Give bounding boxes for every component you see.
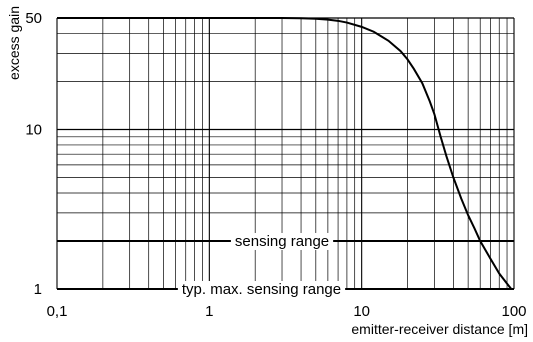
y-tick-label: 50	[25, 10, 42, 27]
x-tick-label: 0,1	[47, 303, 68, 320]
band-label: sensing range	[235, 233, 329, 250]
x-tick-label: 10	[353, 303, 370, 320]
band-label-background	[230, 232, 334, 250]
chart-labels: sensing range typ. max. sensing range 0,1 1…	[6, 6, 528, 337]
band-label: typ. max. sensing range	[182, 281, 341, 298]
x-tick-label: 100	[501, 303, 526, 320]
x-tick-label: 1	[205, 303, 213, 320]
x-axis-label: emitter-receiver distance [m]	[351, 321, 528, 337]
y-tick-label: 1	[34, 281, 42, 298]
y-tick-label: 10	[25, 121, 42, 138]
y-axis-label: excess gain	[6, 6, 22, 80]
excess-gain-curve	[57, 17, 513, 290]
band-label-background	[177, 281, 346, 298]
